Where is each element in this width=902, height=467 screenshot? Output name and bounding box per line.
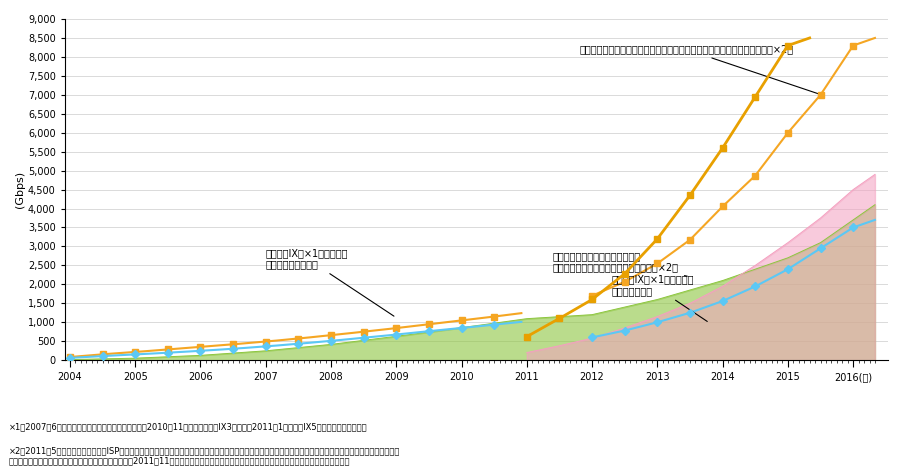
Text: 国内主要IX（×1）における
トラヒックピーク値: 国内主要IX（×1）における トラヒックピーク値 [265,248,393,316]
Text: ×1、2007年6月分はデータに欠落があったため除外　2010年11月以前は、主要IX3団体分、2011年1月以降はIX5団体分のトラヒック。: ×1、2007年6月分はデータに欠落があったため除外 2010年11月以前は、主… [9,423,367,432]
Y-axis label: (Gbps): (Gbps) [15,171,25,208]
Text: 我が国のブロードバンド契約者の
総アップロードトラヒック（推定値）（×2）: 我が国のブロードバンド契約者の 総アップロードトラヒック（推定値）（×2） [552,251,686,276]
Text: 国内主要IX（×1）における
平均トラヒック: 国内主要IX（×1）における 平均トラヒック [611,274,706,321]
Text: ×2、2011年5月以前は、一部の協力ISPとブロードバンドサービス契約者との間のトラヒックに携帯電話網との間の移動通信トラヒックの一部が含まれていたが、当
　: ×2、2011年5月以前は、一部の協力ISPとブロードバンドサービス契約者との間… [9,446,400,466]
Text: 我が国のブロードバンド契約者の総ダウンロードトラヒック（推定値）（×2）: 我が国のブロードバンド契約者の総ダウンロードトラヒック（推定値）（×2） [578,44,824,96]
